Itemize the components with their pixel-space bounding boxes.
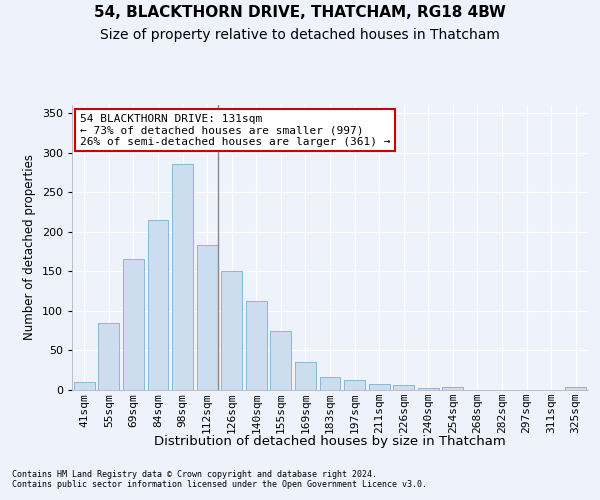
Y-axis label: Number of detached properties: Number of detached properties	[23, 154, 36, 340]
Bar	[98, 322, 119, 390]
Bar	[320, 376, 340, 390]
Bar	[295, 362, 316, 390]
Bar	[172, 164, 193, 390]
Bar	[393, 385, 414, 390]
Bar	[418, 388, 439, 390]
Bar	[221, 271, 242, 390]
Text: 54, BLACKTHORN DRIVE, THATCHAM, RG18 4BW: 54, BLACKTHORN DRIVE, THATCHAM, RG18 4BW	[94, 5, 506, 20]
Bar	[442, 387, 463, 390]
Bar	[271, 330, 292, 390]
Text: 54 BLACKTHORN DRIVE: 131sqm
← 73% of detached houses are smaller (997)
26% of se: 54 BLACKTHORN DRIVE: 131sqm ← 73% of det…	[80, 114, 390, 147]
Bar	[74, 382, 95, 390]
Text: Size of property relative to detached houses in Thatcham: Size of property relative to detached ho…	[100, 28, 500, 42]
Bar	[344, 380, 365, 390]
Bar	[246, 300, 267, 390]
Bar	[368, 384, 389, 390]
Bar	[197, 245, 218, 390]
Text: Distribution of detached houses by size in Thatcham: Distribution of detached houses by size …	[154, 435, 506, 448]
Text: Contains HM Land Registry data © Crown copyright and database right 2024.: Contains HM Land Registry data © Crown c…	[12, 470, 377, 479]
Bar	[565, 387, 586, 390]
Text: Contains public sector information licensed under the Open Government Licence v3: Contains public sector information licen…	[12, 480, 427, 489]
Bar	[148, 220, 169, 390]
Bar	[123, 260, 144, 390]
